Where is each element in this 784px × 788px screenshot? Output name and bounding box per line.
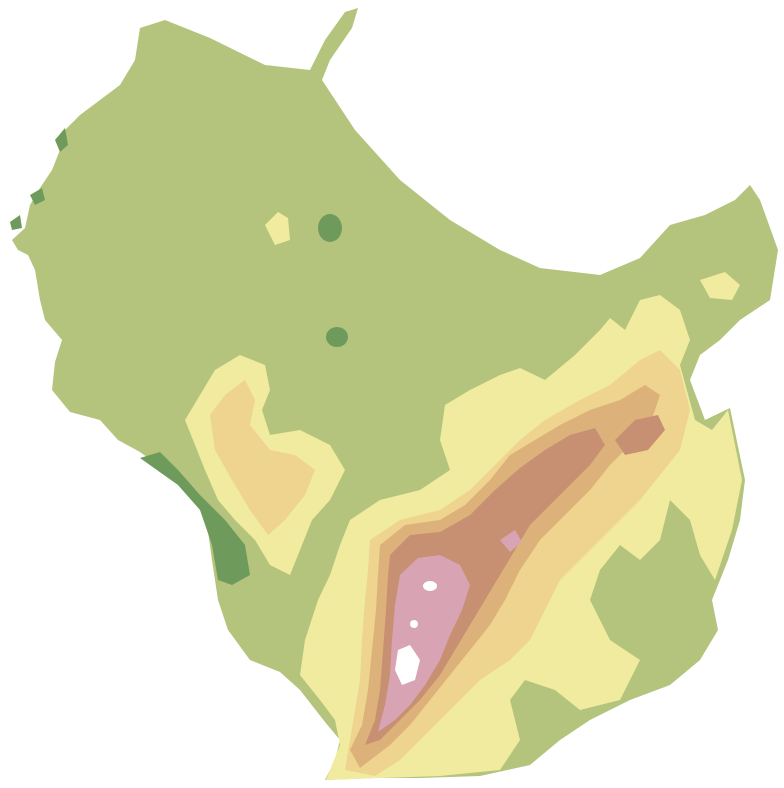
hill-west bbox=[210, 380, 315, 535]
lowland-dark-patch-north bbox=[318, 214, 342, 242]
lowland-dark-coast-nw-2 bbox=[30, 188, 45, 205]
peak-secondary bbox=[423, 581, 437, 591]
hill-light-north-islet bbox=[265, 212, 290, 245]
mountain-east-ridge bbox=[615, 415, 665, 455]
lowland-dark-coast-nw-1 bbox=[55, 128, 68, 152]
hill-light-ne bbox=[700, 272, 740, 300]
lowland-dark-coast-nw-3 bbox=[10, 215, 22, 230]
lowland-dark-west-coast bbox=[140, 452, 250, 585]
lowland-dark-patch-center bbox=[326, 327, 348, 347]
high-mountain-region bbox=[378, 555, 470, 732]
peak-small bbox=[410, 620, 418, 628]
peak-main bbox=[395, 645, 420, 685]
high-mountain-patch-east bbox=[500, 530, 522, 552]
